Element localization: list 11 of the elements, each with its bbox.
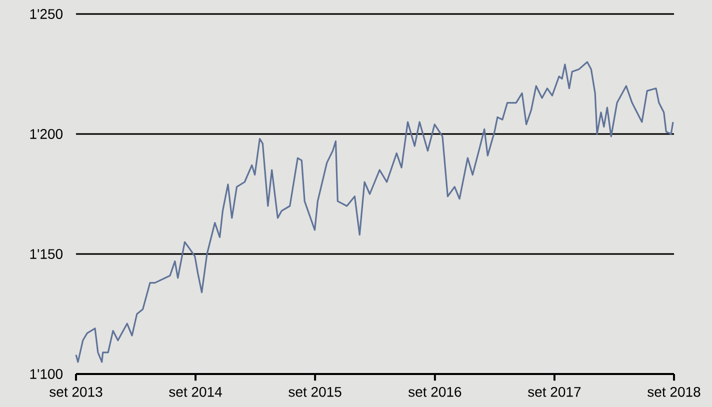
y-tick-label: 1'100 [30,369,63,379]
x-tick-label: set 2016 [408,386,462,397]
x-tick-label: set 2018 [648,386,700,397]
line-series [75,61,674,363]
y-tick-label: 1'250 [30,9,63,19]
x-tick-label: set 2015 [288,386,342,397]
x-tick-label: set 2013 [50,386,102,397]
y-tick-label: 1'200 [30,129,63,139]
x-tick-label: set 2014 [169,386,222,397]
y-tick-label: 1'150 [30,249,63,259]
x-tick-label: set 2017 [528,386,581,397]
